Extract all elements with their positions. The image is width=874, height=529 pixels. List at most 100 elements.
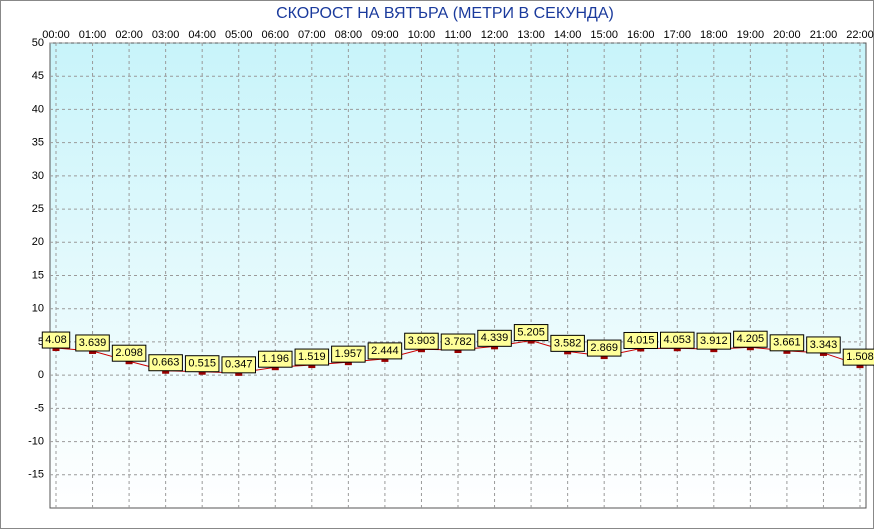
value-label: 4.339 xyxy=(481,332,509,344)
y-tick-label: -10 xyxy=(28,435,44,447)
value-label: 5.205 xyxy=(517,326,545,338)
value-label: 1.508 xyxy=(846,351,874,363)
value-label-group: 3.903 xyxy=(404,332,439,350)
x-tick-label: 19:00 xyxy=(737,29,765,41)
value-label-box xyxy=(75,334,110,352)
value-label-group: 4.339 xyxy=(477,329,512,347)
value-label-box xyxy=(696,332,732,350)
value-label: 3.343 xyxy=(810,339,838,351)
value-label: 3.912 xyxy=(700,335,728,347)
value-label: 1.957 xyxy=(335,348,363,360)
value-label-box xyxy=(258,350,293,368)
x-tick-label: 21:00 xyxy=(810,29,838,41)
value-label-group: 2.098 xyxy=(111,344,147,362)
x-tick-label: 00:00 xyxy=(42,29,70,41)
x-tick-label: 02:00 xyxy=(115,29,143,41)
value-label-group: 2.444 xyxy=(367,342,403,360)
value-label-box xyxy=(41,331,71,349)
value-label-box xyxy=(404,332,439,350)
y-tick-label: -5 xyxy=(34,402,44,414)
y-tick-label: -15 xyxy=(28,469,44,481)
value-label-group: 4.015 xyxy=(623,331,658,349)
x-tick-label: 04:00 xyxy=(188,29,216,41)
value-label-box xyxy=(367,342,403,360)
x-tick-label: 18:00 xyxy=(700,29,728,41)
value-label: 0.347 xyxy=(225,359,253,371)
value-label-group: 3.782 xyxy=(440,333,476,351)
value-label-group: 3.639 xyxy=(75,334,110,352)
y-tick-label: 45 xyxy=(32,70,44,82)
x-tick-label: 14:00 xyxy=(554,29,582,41)
value-label-group: 4.053 xyxy=(660,331,695,349)
y-tick-label: 50 xyxy=(32,37,44,49)
value-label: 2.098 xyxy=(115,347,143,359)
value-label-box xyxy=(440,333,476,351)
value-label-box xyxy=(148,354,183,372)
x-tick-label: 10:00 xyxy=(408,29,436,41)
value-label-box xyxy=(111,344,147,362)
y-tick-label: 35 xyxy=(32,137,44,149)
value-label: 0.663 xyxy=(152,357,180,369)
value-label-group: 0.347 xyxy=(221,356,256,374)
x-tick-label: 08:00 xyxy=(335,29,363,41)
x-tick-label: 15:00 xyxy=(590,29,618,41)
y-tick-label: 20 xyxy=(32,236,44,248)
value-label-box xyxy=(513,324,549,342)
x-tick-label: 12:00 xyxy=(481,29,509,41)
value-label-box xyxy=(733,330,768,348)
y-tick-label: 5 xyxy=(38,336,44,348)
value-label-group: 3.661 xyxy=(769,334,805,352)
x-tick-label: 09:00 xyxy=(371,29,399,41)
value-label: 3.661 xyxy=(773,337,801,349)
value-label-group: 1.508 xyxy=(842,348,874,366)
value-label-group: 3.343 xyxy=(806,336,841,354)
x-tick-label: 22:00 xyxy=(846,29,874,41)
chart-title: СКОРОСТ НА ВЯТЪРА (МЕТРИ В СЕКУНДА) xyxy=(276,5,614,22)
x-tick-label: 16:00 xyxy=(627,29,655,41)
x-tick-label: 17:00 xyxy=(664,29,692,41)
value-label-box xyxy=(623,331,658,349)
y-tick-label: 40 xyxy=(32,103,44,115)
y-tick-label: 15 xyxy=(32,269,44,281)
x-tick-label: 06:00 xyxy=(262,29,290,41)
value-label-box xyxy=(331,345,366,363)
x-tick-label: 11:00 xyxy=(445,29,472,41)
value-label-box xyxy=(842,348,874,366)
x-tick-label: 20:00 xyxy=(773,29,801,41)
value-label-group: 1.196 xyxy=(258,350,293,368)
value-label-box xyxy=(586,339,622,357)
y-tick-label: 0 xyxy=(38,369,44,381)
value-label-box xyxy=(550,334,585,352)
x-tick-label: 01:00 xyxy=(79,29,107,41)
value-label-group: 0.663 xyxy=(148,354,183,372)
value-label-box xyxy=(221,356,256,374)
value-label-box xyxy=(184,355,220,373)
x-tick-label: 03:00 xyxy=(152,29,180,41)
value-label: 2.869 xyxy=(590,342,618,354)
value-label-group: 5.205 xyxy=(513,324,549,342)
value-label: 2.444 xyxy=(371,345,399,357)
value-label-group: 0.515 xyxy=(184,355,220,373)
x-tick-label: 13:00 xyxy=(517,29,545,41)
value-label: 4.205 xyxy=(737,333,765,345)
value-label: 1.519 xyxy=(298,351,326,363)
value-label: 3.639 xyxy=(79,337,107,349)
value-label-group: 4.205 xyxy=(733,330,768,348)
y-tick-label: 10 xyxy=(32,303,44,315)
value-label-box xyxy=(660,331,695,349)
value-label: 3.582 xyxy=(554,337,582,349)
value-label: 4.08 xyxy=(45,334,66,346)
value-label-group: 3.912 xyxy=(696,332,732,350)
value-label: 3.782 xyxy=(444,336,472,348)
value-label-box xyxy=(769,334,805,352)
x-tick-label: 05:00 xyxy=(225,29,253,41)
value-label-group: 2.869 xyxy=(586,339,622,357)
value-label-box xyxy=(806,336,841,354)
value-label-group: 4.08 xyxy=(41,331,71,349)
value-label-box xyxy=(294,348,330,366)
value-label: 1.196 xyxy=(262,353,290,365)
value-label-group: 3.582 xyxy=(550,334,585,352)
value-label: 3.903 xyxy=(408,335,436,347)
value-label-group: 1.519 xyxy=(294,348,330,366)
